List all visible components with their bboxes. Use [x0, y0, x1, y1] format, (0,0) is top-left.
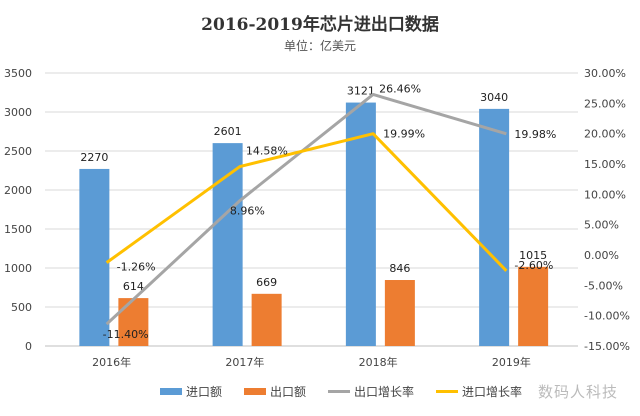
bar-data-label: 3040	[480, 91, 508, 104]
bar	[384, 280, 415, 346]
line-data-label: -2.60%	[514, 259, 553, 272]
bar-data-label: 1015	[519, 249, 547, 262]
x-tick-label: 2017年	[225, 355, 264, 369]
y-right-tick-label: 0.00%	[584, 249, 619, 262]
y-left-tick-label: 2000	[4, 184, 32, 197]
bar	[79, 168, 110, 346]
legend-item: 出口额	[244, 383, 306, 400]
y-left-tick-label: 1000	[4, 262, 32, 275]
chart-subtitle: 单位：亿美元	[283, 39, 356, 53]
y-right-tick-label: 30.00%	[584, 67, 626, 80]
legend-label: 进口额	[186, 385, 223, 399]
y-right-tick-label: -10.00%	[584, 310, 630, 323]
legend-item: 进口增长率	[436, 383, 522, 400]
legend-item: 进口额	[160, 383, 222, 400]
legend-swatch	[160, 388, 182, 395]
legend-label: 进口增长率	[462, 385, 523, 399]
legend-swatch	[328, 390, 351, 393]
line-data-label: 26.46%	[379, 82, 421, 95]
y-left-tick-label: 3000	[4, 106, 32, 119]
bar-data-label: 614	[123, 280, 144, 293]
y-left-tick-label: 500	[11, 301, 32, 314]
watermark: 数码人科技	[538, 383, 619, 401]
series-line	[105, 92, 507, 326]
x-tick-label: 2019年	[492, 355, 531, 369]
line-data-label: -1.26%	[117, 261, 156, 274]
bar-data-label: 2601	[214, 125, 242, 138]
bar	[479, 108, 510, 346]
line-data-label: -11.40%	[103, 328, 149, 341]
y-right-tick-label: 10.00%	[584, 188, 626, 201]
bar	[118, 298, 149, 346]
bar-data-label: 846	[389, 262, 410, 275]
bar-data-label: 3121	[347, 85, 375, 98]
legend-label: 出口增长率	[354, 385, 415, 399]
y-right-tick-label: -5.00%	[584, 279, 623, 292]
x-tick-label: 2018年	[359, 355, 398, 369]
y-right-tick-label: 20.00%	[584, 128, 626, 141]
bar-data-label: 2270	[80, 151, 108, 164]
legend-label: 出口额	[270, 385, 307, 399]
x-tick-label: 2016年	[92, 355, 131, 369]
series-line	[105, 132, 508, 272]
legend-swatch	[244, 388, 267, 395]
legend-swatch	[436, 390, 459, 393]
line-data-label: 8.96%	[230, 205, 265, 218]
line-data-label: 14.58%	[246, 145, 288, 158]
bar	[251, 293, 282, 346]
y-left-tick-label: 2500	[4, 145, 32, 158]
y-right-tick-label: 25.00%	[584, 97, 626, 110]
line-data-label: 19.98%	[514, 128, 556, 141]
y-left-tick-label: 0	[25, 340, 32, 353]
y-left-tick-label: 3500	[4, 67, 32, 80]
chart-title: 2016-2019年芯片进出口数据	[201, 15, 439, 35]
legend: 进口额 出口额 出口增长率 进口增长率	[160, 383, 522, 400]
y-right-tick-label: 15.00%	[584, 158, 626, 171]
line-data-label: 19.99%	[383, 128, 425, 141]
y-left-tick-label: 1500	[4, 223, 32, 236]
y-right-tick-label: 5.00%	[584, 219, 619, 232]
bar	[345, 102, 376, 346]
legend-item: 出口增长率	[328, 383, 414, 400]
y-right-tick-label: -15.00%	[584, 340, 630, 353]
bar-data-label: 669	[256, 276, 277, 289]
bar	[518, 266, 549, 346]
